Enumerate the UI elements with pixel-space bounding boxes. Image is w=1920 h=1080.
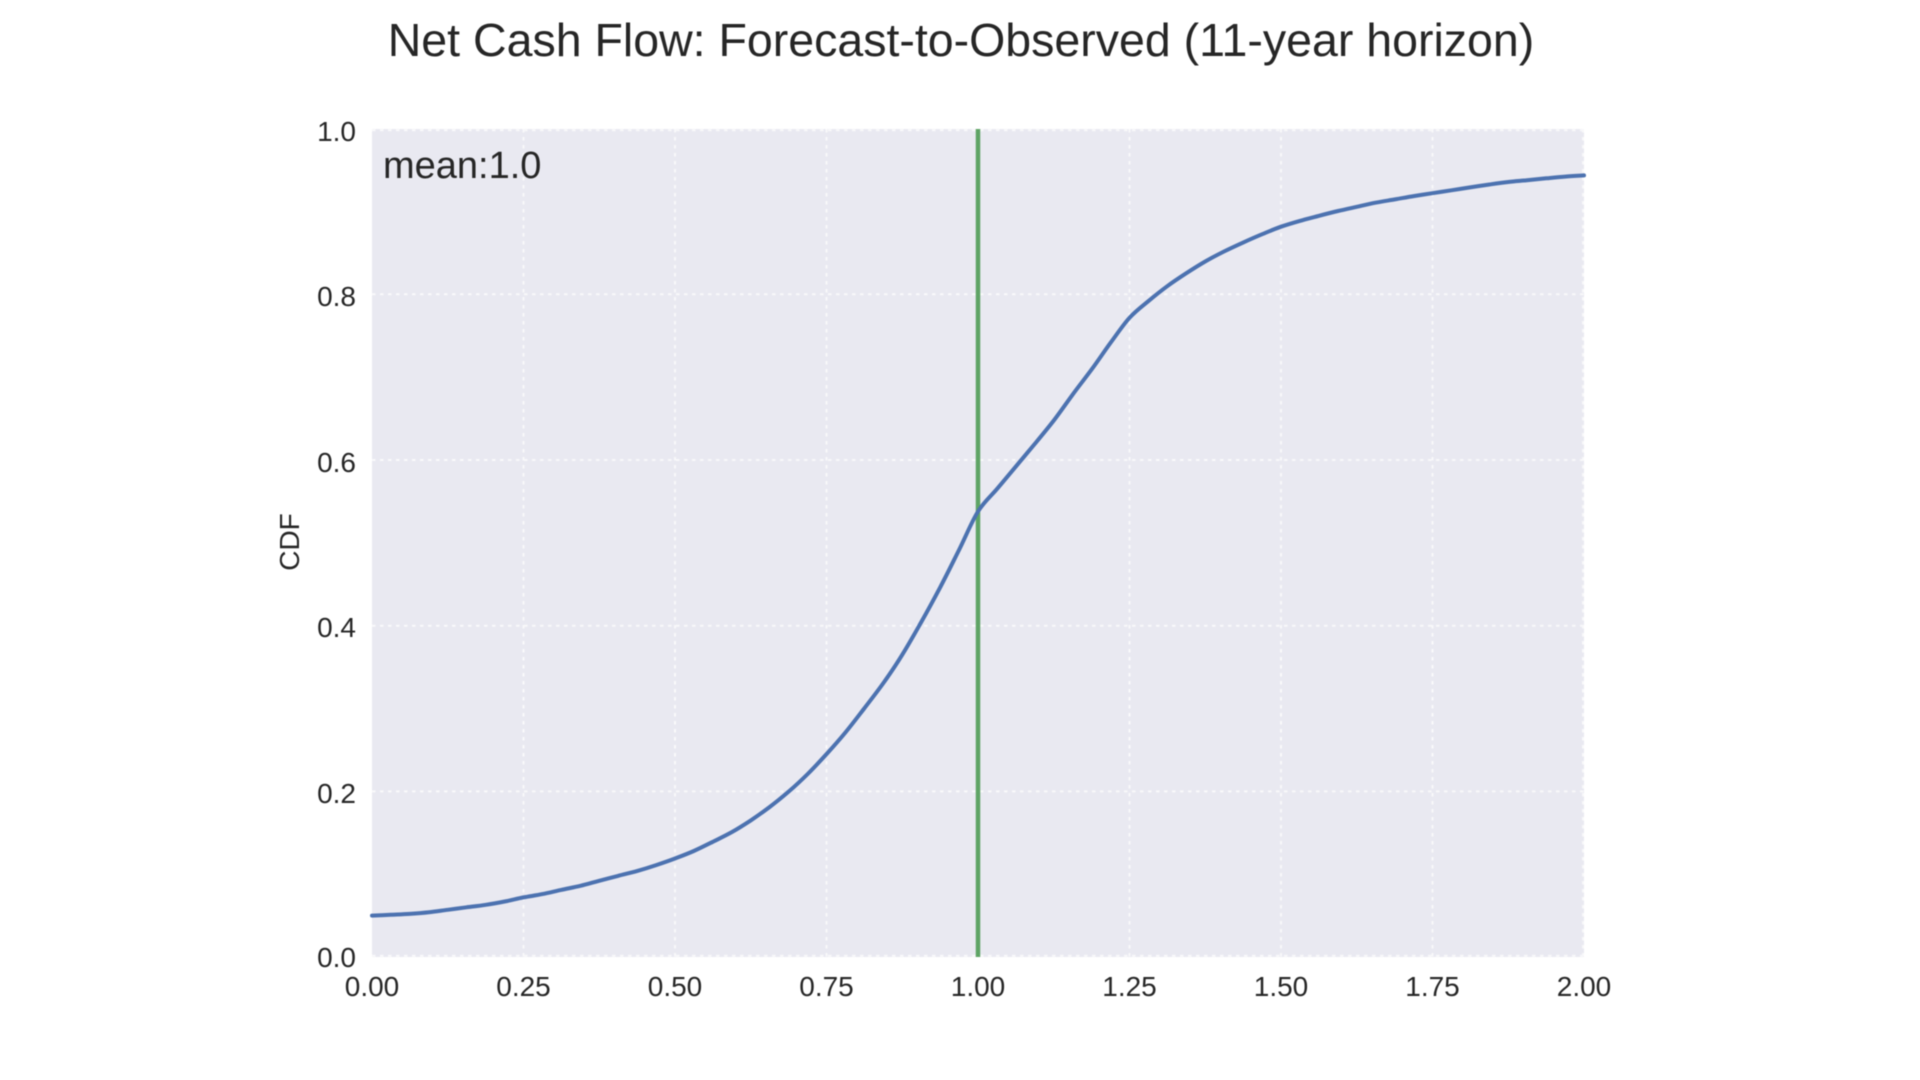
svg-text:mean:1.0: mean:1.0 [383,145,541,187]
svg-text:0.00: 0.00 [345,971,400,1002]
svg-text:0.4: 0.4 [317,612,356,643]
svg-text:0.50: 0.50 [648,971,703,1002]
svg-text:1.25: 1.25 [1102,971,1157,1002]
svg-text:1.50: 1.50 [1254,971,1309,1002]
svg-text:0.75: 0.75 [799,971,854,1002]
svg-text:0.8: 0.8 [317,281,356,312]
svg-text:1.0: 1.0 [317,116,356,147]
svg-text:Net Cash Flow: Forecast-to-Obs: Net Cash Flow: Forecast-to-Observed (11-… [388,14,1535,66]
svg-text:1.00: 1.00 [951,971,1006,1002]
svg-text:2.00: 2.00 [1557,971,1612,1002]
svg-text:0.2: 0.2 [317,778,356,809]
svg-text:CDF: CDF [274,513,305,571]
svg-text:0.0: 0.0 [317,942,356,973]
svg-text:1.75: 1.75 [1405,971,1460,1002]
svg-text:0.25: 0.25 [496,971,551,1002]
svg-text:0.6: 0.6 [317,447,356,478]
